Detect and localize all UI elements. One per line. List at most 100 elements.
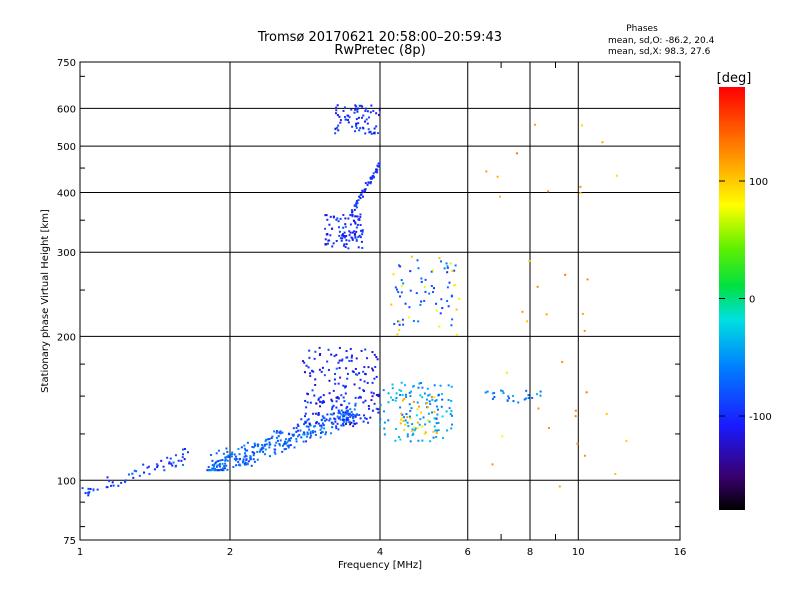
data-point-F-top bbox=[354, 108, 357, 111]
data-point-E-extension bbox=[437, 421, 440, 424]
data-point-E-upper-spread bbox=[317, 397, 320, 400]
data-point-E-rise bbox=[323, 427, 326, 430]
data-point-F-nose bbox=[372, 175, 375, 178]
data-point-E-extension bbox=[399, 394, 402, 397]
data-point-E-rise bbox=[325, 431, 328, 434]
data-point-E-rise bbox=[222, 469, 225, 472]
data-point-E-upper-spread bbox=[307, 393, 310, 396]
data-point-F-nose bbox=[364, 190, 367, 193]
data-point-E-rise bbox=[345, 416, 348, 419]
data-point-F-lower bbox=[351, 215, 354, 218]
data-point-F-nose bbox=[364, 182, 367, 185]
data-point-E-extension bbox=[419, 418, 422, 421]
data-point-F-nose bbox=[374, 170, 377, 173]
data-point-E-upper-spread bbox=[335, 353, 338, 356]
data-point-low-E-trace bbox=[168, 461, 171, 464]
data-point-E-upper-spread bbox=[357, 396, 360, 399]
data-point-E-rise bbox=[283, 448, 286, 451]
data-point-F-nose bbox=[351, 210, 354, 213]
data-point-E-rise bbox=[293, 433, 296, 436]
data-point-F-top bbox=[362, 127, 365, 130]
data-point-low-E-trace bbox=[131, 472, 134, 475]
data-point-E-rise bbox=[339, 416, 342, 419]
data-point-E-rise bbox=[246, 441, 249, 444]
data-point-E-rise bbox=[309, 436, 312, 439]
data-point-E-rise bbox=[256, 445, 259, 448]
data-point-E-rise bbox=[287, 446, 290, 449]
data-point-E-rise bbox=[305, 435, 308, 438]
data-point-sporadic-X bbox=[396, 333, 399, 336]
data-point-E-rise bbox=[314, 430, 317, 433]
data-point-mid-cluster bbox=[491, 397, 494, 400]
data-point-E-rise bbox=[297, 435, 300, 438]
data-point-E-rise bbox=[219, 465, 222, 468]
data-point-Es-patch bbox=[446, 300, 449, 303]
data-point-E-rise bbox=[211, 467, 214, 470]
data-point-sporadic-X bbox=[451, 269, 454, 272]
data-point-E-upper-spread bbox=[351, 370, 354, 373]
data-point-F-nose bbox=[363, 188, 366, 191]
data-point-E-rise bbox=[330, 421, 333, 424]
data-point-far-echoes bbox=[499, 195, 502, 198]
data-point-E-upper-spread bbox=[345, 367, 348, 370]
data-point-E-rise bbox=[331, 422, 334, 425]
data-point-E-rise bbox=[252, 452, 255, 455]
data-point-E-upper-spread bbox=[346, 372, 349, 375]
y-tick-label-500: 500 bbox=[57, 142, 76, 153]
data-point-E-extension bbox=[409, 409, 412, 412]
data-point-E-upper-spread bbox=[325, 418, 328, 421]
data-point-E-rise bbox=[226, 450, 229, 453]
data-point-E-extension bbox=[398, 388, 401, 391]
data-point-mid-cluster bbox=[539, 394, 542, 397]
data-point-far-echoes bbox=[528, 260, 531, 263]
data-point-F-top bbox=[336, 126, 339, 129]
data-point-F-lower bbox=[359, 223, 362, 226]
data-point-F-nose bbox=[353, 204, 356, 207]
data-point-sporadic-X bbox=[438, 325, 441, 328]
data-point-E-rise bbox=[310, 434, 313, 437]
data-point-low-E-trace bbox=[186, 451, 189, 454]
data-point-far-echoes bbox=[574, 409, 577, 412]
data-point-E-extension bbox=[401, 413, 404, 416]
data-point-low-E-trace bbox=[181, 456, 184, 459]
data-point-F-top bbox=[339, 121, 342, 124]
data-point-E-rise bbox=[296, 429, 299, 432]
data-point-low-E-trace bbox=[81, 487, 84, 490]
data-point-E-upper-spread bbox=[371, 409, 374, 412]
data-point-F-lower bbox=[339, 217, 342, 220]
data-point-far-echoes bbox=[491, 463, 494, 466]
data-point-E-rise bbox=[347, 412, 350, 415]
data-point-E-extension bbox=[404, 384, 407, 387]
data-point-E-extension bbox=[440, 392, 443, 395]
data-point-E-extension bbox=[416, 401, 419, 404]
data-point-E-X-mode bbox=[399, 418, 402, 421]
data-point-F-top bbox=[346, 118, 349, 121]
data-point-E-X-mode bbox=[403, 428, 406, 431]
data-point-E-upper-spread bbox=[332, 404, 335, 407]
data-point-E-extension bbox=[428, 400, 431, 403]
data-point-E-upper-spread bbox=[322, 417, 325, 420]
data-point-F-lower bbox=[326, 218, 329, 221]
data-point-E-extension bbox=[394, 439, 397, 442]
data-point-E-rise bbox=[348, 402, 351, 405]
data-point-Es-patch bbox=[419, 303, 422, 306]
data-point-far-echoes bbox=[576, 442, 579, 445]
data-point-E-rise bbox=[321, 431, 324, 434]
data-point-E-upper-spread bbox=[335, 396, 338, 399]
data-point-E-rise bbox=[304, 420, 307, 423]
data-point-E-rise bbox=[288, 444, 291, 447]
data-point-E-X-mode bbox=[409, 417, 412, 420]
x-axis-ticks: 1 2 4 6 8 10 16 bbox=[77, 547, 687, 558]
data-point-F-top bbox=[355, 122, 358, 125]
data-point-E-upper-spread bbox=[355, 357, 358, 360]
data-point-E-upper-spread bbox=[371, 351, 374, 354]
data-point-sporadic-X bbox=[458, 297, 461, 300]
data-point-E-rise bbox=[275, 430, 278, 433]
data-point-sporadic-X bbox=[423, 286, 426, 289]
data-point-F-lower bbox=[340, 239, 343, 242]
data-point-far-echoes bbox=[526, 320, 529, 323]
data-point-mid-cluster bbox=[527, 394, 530, 397]
data-point-E-upper-spread bbox=[365, 357, 368, 360]
data-point-F-lower bbox=[331, 245, 334, 248]
data-point-mid-cluster bbox=[539, 390, 542, 393]
